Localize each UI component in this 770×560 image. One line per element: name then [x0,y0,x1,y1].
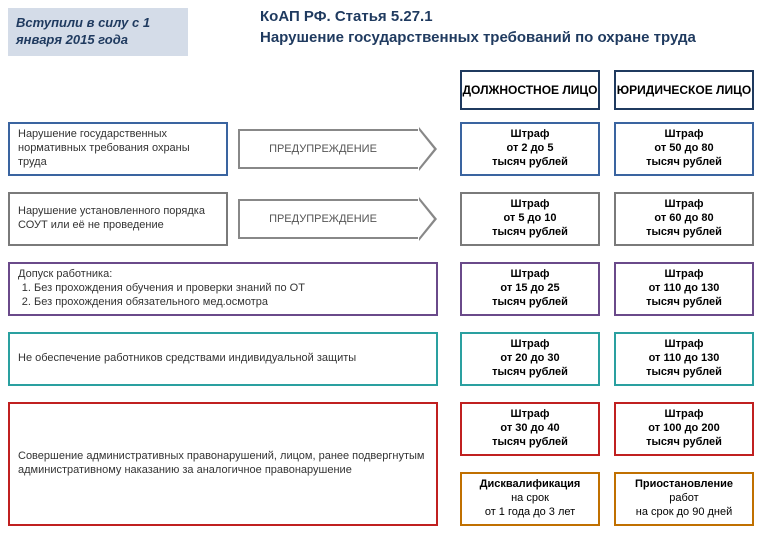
column-header-official: ДОЛЖНОСТНОЕ ЛИЦО [460,70,600,110]
violation-2: Нарушение установленного порядка СОУТ ил… [8,192,228,246]
column-header-legal: ЮРИДИЧЕСКОЕ ЛИЦО [614,70,754,110]
violation-1-text: Нарушение государственных нормативных тр… [18,128,218,169]
arrow-warning-1-label: ПРЕДУПРЕЖДЕНИЕ [269,143,377,155]
violation-4: Не обеспечение работников средствами инд… [8,332,438,386]
fine-r4-official: Штрафот 20 до 30тысяч рублей [460,332,600,386]
violation-5-text: Совершение административных правонарушен… [18,450,428,478]
fine-r3-legal: Штрафот 110 до 130тысяч рублей [614,262,754,316]
fine-r2-official: Штрафот 5 до 10тысяч рублей [460,192,600,246]
arrow-warning-1: ПРЕДУПРЕЖДЕНИЕ [238,129,418,169]
violation-3-item1: Без прохождения обучения и проверки знан… [34,282,428,296]
fine-r1-legal: Штрафот 50 до 80тысяч рублей [614,122,754,176]
violation-4-text: Не обеспечение работников средствами инд… [18,352,356,366]
fine-r1-official: Штрафот 2 до 5тысяч рублей [460,122,600,176]
title-area: КоАП РФ. Статья 5.27.1 Нарушение государ… [260,8,760,46]
violation-3: Допуск работника: Без прохождения обучен… [8,262,438,316]
fine-r4-legal: Штрафот 110 до 130тысяч рублей [614,332,754,386]
article-ref: КоАП РФ. Статья 5.27.1 [260,8,760,25]
effective-date-text: Вступили в силу с 1 января 2015 года [16,15,180,49]
violation-1: Нарушение государственных нормативных тр… [8,122,228,176]
fine-r3-official: Штрафот 15 до 25тысяч рублей [460,262,600,316]
arrow-warning-2: ПРЕДУПРЕЖДЕНИЕ [238,199,418,239]
fine-r5-legal: Штрафот 100 до 200тысяч рублей [614,402,754,456]
article-name: Нарушение государственных требований по … [260,29,760,46]
violation-3-item2: Без прохождения обязательного мед.осмотр… [34,296,428,310]
fine-r6-official: Дисквалификацияна срокот 1 года до 3 лет [460,472,600,526]
violation-2-text: Нарушение установленного порядка СОУТ ил… [18,205,218,233]
fine-r2-legal: Штрафот 60 до 80тысяч рублей [614,192,754,246]
fine-r6-legal: Приостановлениеработна срок до 90 дней [614,472,754,526]
fine-r5-official: Штрафот 30 до 40тысяч рублей [460,402,600,456]
arrow-warning-2-label: ПРЕДУПРЕЖДЕНИЕ [269,213,377,225]
violation-5: Совершение административных правонарушен… [8,402,438,526]
effective-date-box: Вступили в силу с 1 января 2015 года [8,8,188,56]
violation-3-head: Допуск работника: [18,268,428,282]
